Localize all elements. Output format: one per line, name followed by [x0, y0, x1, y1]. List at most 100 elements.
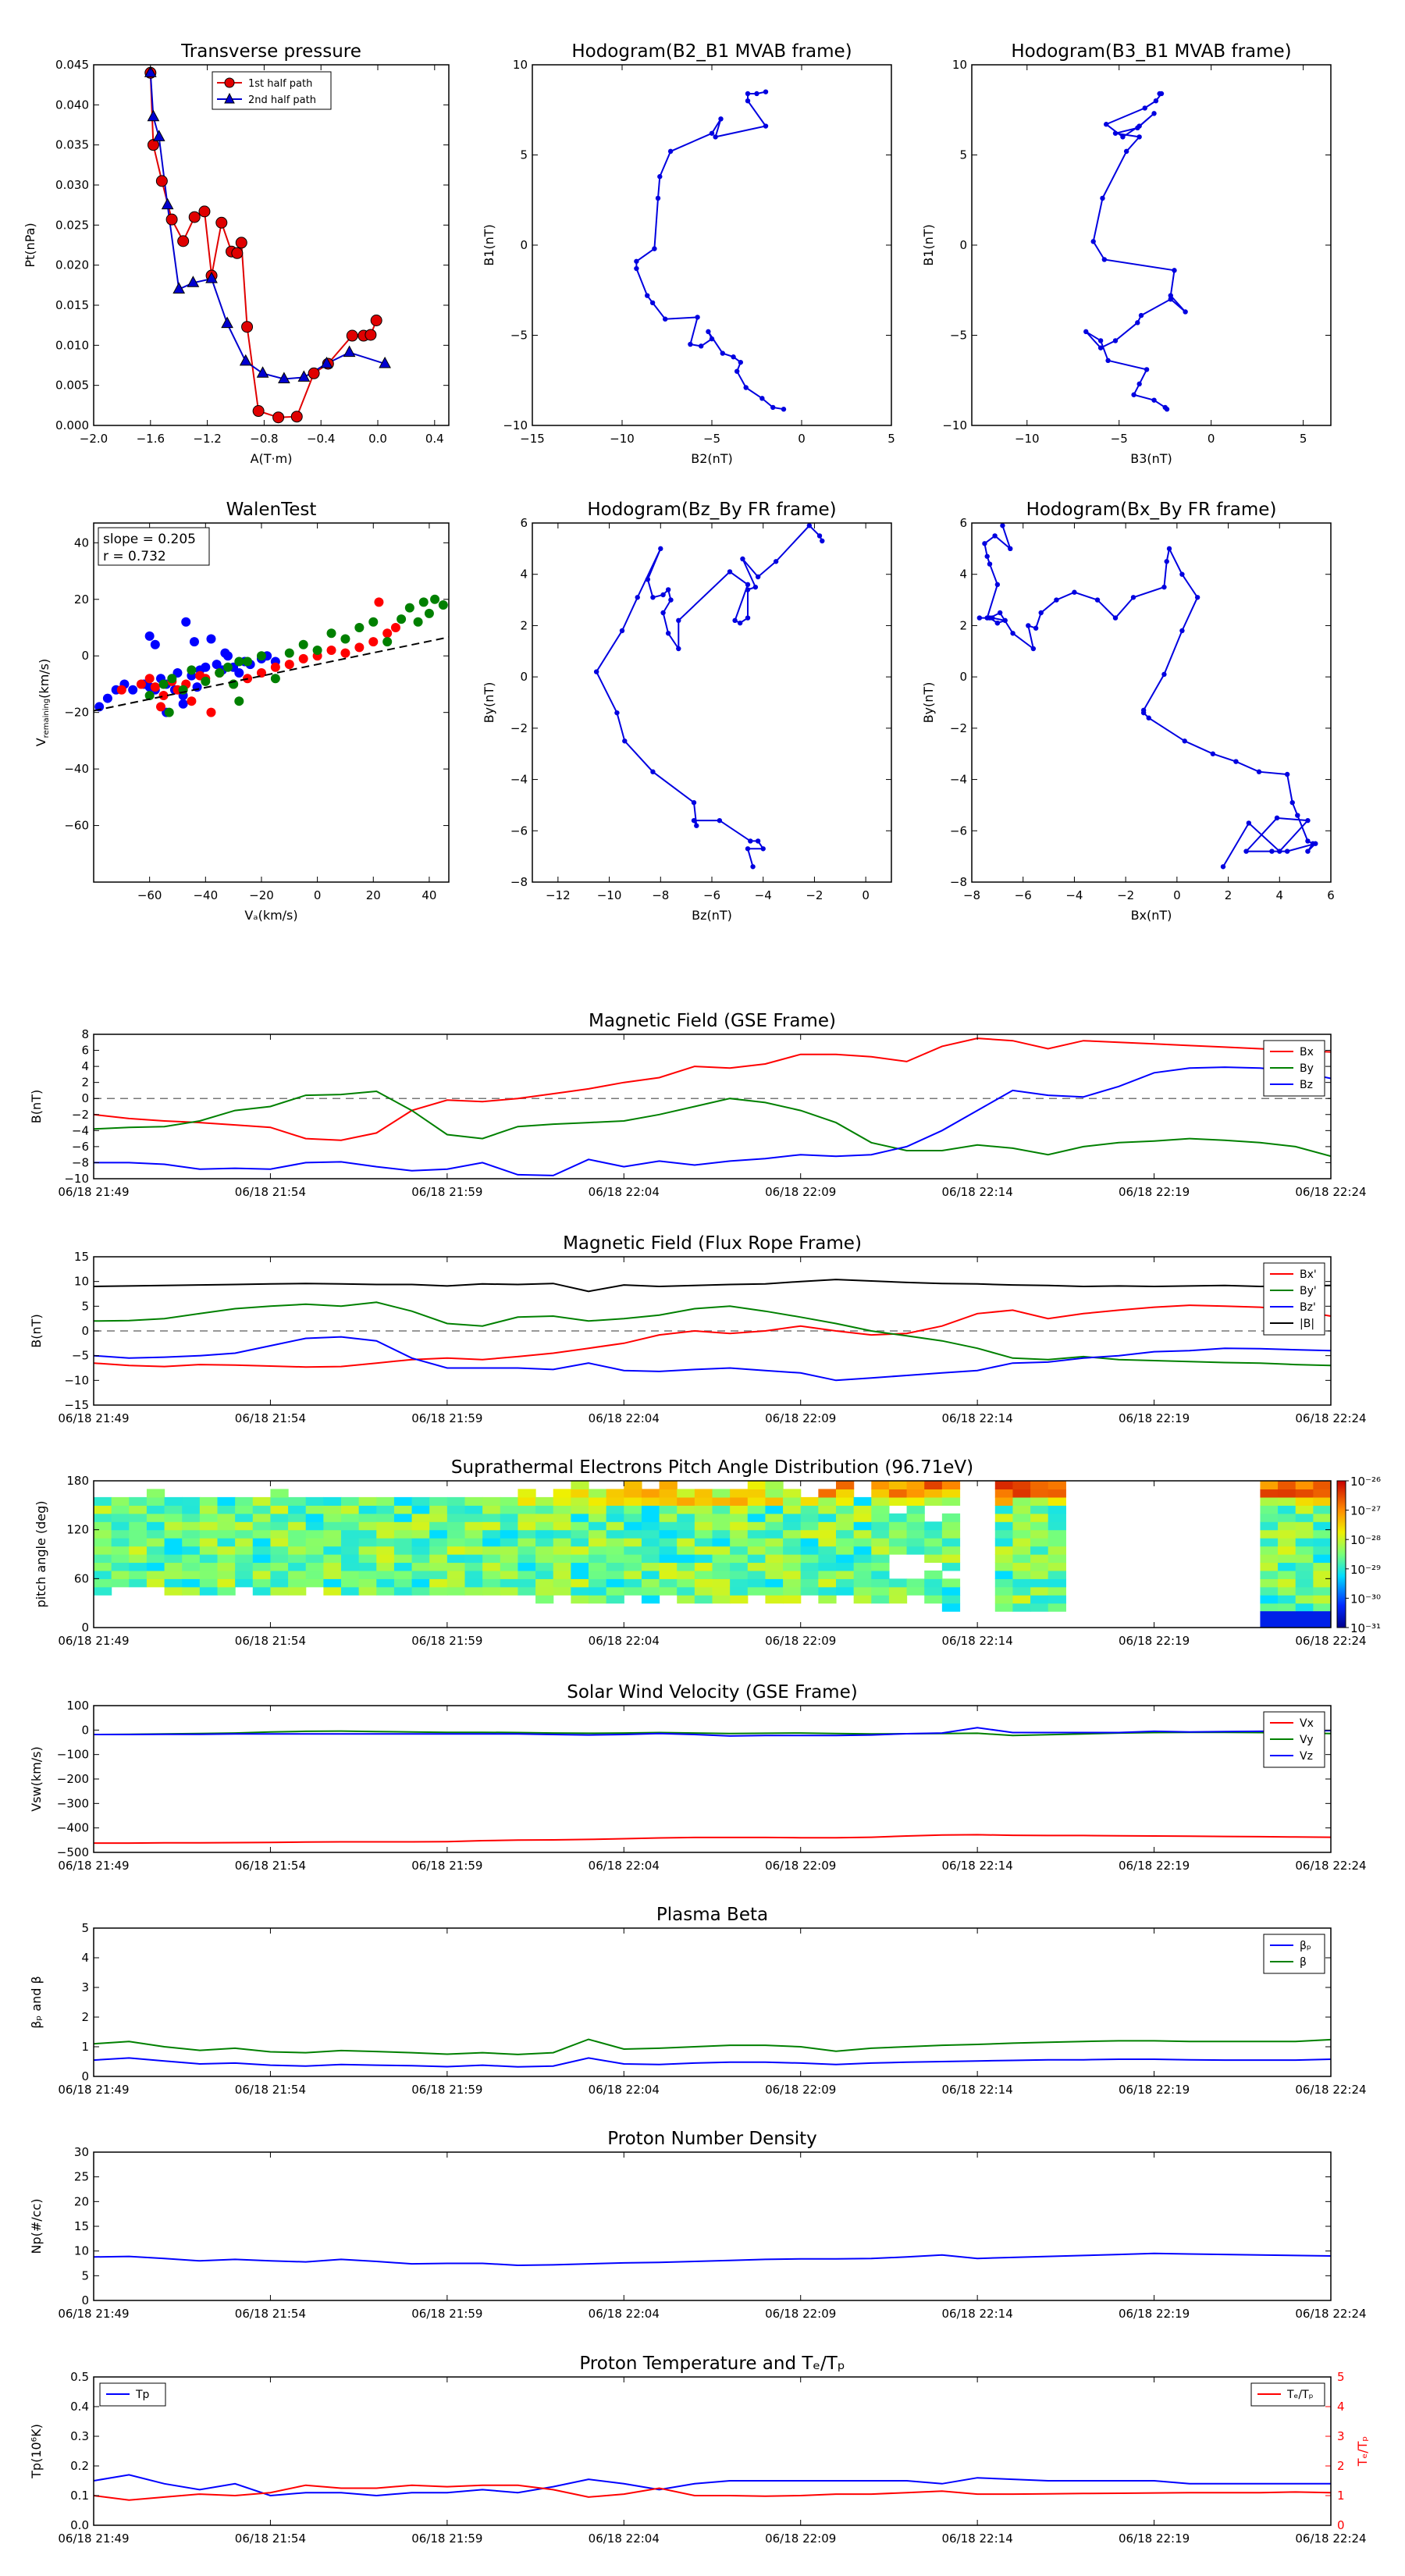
heatmap-cell — [606, 1513, 624, 1522]
data-point — [215, 216, 228, 229]
heatmap-cell — [941, 1546, 961, 1555]
heatmap-cell — [182, 1496, 201, 1506]
heatmap-cell — [553, 1513, 571, 1522]
hodogram-point — [1284, 771, 1290, 777]
heatmap-cell — [323, 1546, 342, 1555]
heatmap-cell — [571, 1521, 589, 1531]
data-point — [128, 685, 138, 695]
heatmap-cell — [1295, 1538, 1314, 1547]
x-tick-label: 06/18 22:04 — [589, 1185, 660, 1199]
x-tick-label: 06/18 21:59 — [411, 1859, 482, 1873]
data-point — [241, 321, 254, 333]
legend-label: 2nd half path — [248, 94, 316, 106]
heatmap-cell — [1313, 1562, 1331, 1571]
heatmap-cell — [571, 1554, 589, 1564]
heatmap-cell — [1260, 1570, 1279, 1579]
data-point — [354, 623, 365, 633]
heatmap-cell — [1030, 1521, 1049, 1531]
hodogram-point — [645, 293, 650, 298]
heatmap-cell — [341, 1538, 360, 1547]
chart-title: Plasma Beta — [656, 1905, 768, 1925]
heatmap-cell — [641, 1554, 660, 1564]
heatmap-cell — [924, 1595, 943, 1604]
annotation-box — [98, 527, 210, 566]
heatmap-cell — [199, 1570, 219, 1579]
hodogram-point — [694, 823, 699, 828]
heatmap-cell — [800, 1578, 819, 1588]
heatmap-cell — [111, 1513, 130, 1522]
heatmap-cell — [712, 1546, 731, 1555]
data-point — [201, 676, 211, 686]
heatmap-cell — [571, 1546, 589, 1555]
heatmap-cell — [1030, 1489, 1049, 1498]
data-point — [150, 639, 160, 649]
heatmap-cell — [606, 1554, 624, 1564]
series-line — [94, 1336, 1331, 1382]
data-point — [187, 696, 197, 706]
heatmap-cell — [446, 1546, 466, 1555]
heatmap-cell — [800, 1586, 819, 1596]
heatmap-cell — [464, 1513, 483, 1522]
heatmap-cell — [464, 1538, 483, 1547]
heatmap-cell — [270, 1562, 289, 1571]
heatmap-cell — [924, 1538, 943, 1547]
heatmap-cell — [606, 1562, 624, 1571]
data-point — [189, 637, 199, 647]
heatmap-cell — [853, 1595, 872, 1604]
heatmap-cell — [818, 1595, 837, 1604]
heatmap-cell — [1278, 1586, 1297, 1596]
heatmap-cell — [341, 1554, 360, 1564]
heatmap-cell — [535, 1586, 554, 1596]
legend-label: Vx — [1300, 1717, 1314, 1730]
legend-label: βₚ — [1300, 1940, 1311, 1952]
plot-frame — [93, 2376, 1332, 2526]
x-tick-label: 06/18 21:54 — [235, 1411, 306, 1425]
heatmap-cell — [1295, 1505, 1314, 1514]
chart-h4: Hodogram(Bx_By FR frame) −8 −6 −4 −2 0 2 4 6 −8 −6… — [921, 500, 1335, 923]
heatmap-cell — [1313, 1521, 1331, 1531]
data-point — [370, 315, 382, 327]
x-tick-label: −4 — [755, 888, 772, 902]
heatmap-cell — [553, 1546, 571, 1555]
heatmap-cell — [888, 1546, 908, 1555]
legend-marker — [224, 77, 235, 88]
data-point — [404, 603, 414, 613]
heatmap-cell — [341, 1513, 360, 1522]
heatmap-cell — [853, 1586, 872, 1596]
hodogram-point — [1168, 293, 1173, 298]
heatmap-cell — [888, 1481, 908, 1490]
heatmap-cell — [393, 1505, 413, 1514]
x-axis-label: B3(nT) — [1130, 451, 1172, 466]
data-point — [150, 682, 160, 692]
heatmap-cell — [217, 1496, 236, 1506]
heatmap-cell — [1012, 1496, 1031, 1506]
heatmap-cell — [446, 1562, 466, 1571]
heatmap-cell — [94, 1538, 112, 1547]
heatmap-cell — [783, 1562, 802, 1571]
heatmap-cell — [677, 1505, 695, 1514]
x-tick-label: 06/18 22:19 — [1119, 2083, 1190, 2097]
heatmap-cell — [641, 1496, 660, 1506]
heatmap-cell — [500, 1529, 519, 1539]
hodogram-point — [650, 769, 656, 774]
heatmap-cell — [624, 1562, 642, 1571]
heatmap-cell — [1048, 1562, 1066, 1571]
heatmap-cell — [1260, 1554, 1279, 1564]
heatmap-cell — [376, 1513, 395, 1522]
heatmap-cell — [429, 1538, 448, 1547]
hodogram-point — [987, 615, 993, 621]
x-tick-label: 06/18 22:04 — [589, 2307, 660, 2321]
heatmap-cell — [571, 1538, 589, 1547]
hodogram-point — [1130, 595, 1136, 600]
hodogram-point — [987, 561, 993, 567]
heatmap-cell — [1012, 1513, 1031, 1522]
y-tick-label: −10 — [64, 1373, 89, 1387]
heatmap-cell — [1012, 1562, 1031, 1571]
heatmap-cell — [1030, 1603, 1049, 1612]
heatmap-cell — [341, 1570, 360, 1579]
heatmap-cell — [1295, 1562, 1314, 1571]
data-point — [256, 366, 269, 378]
y-tick-label: 10 — [513, 58, 528, 72]
heatmap-cell — [906, 1496, 925, 1506]
heatmap-cell — [800, 1546, 819, 1555]
